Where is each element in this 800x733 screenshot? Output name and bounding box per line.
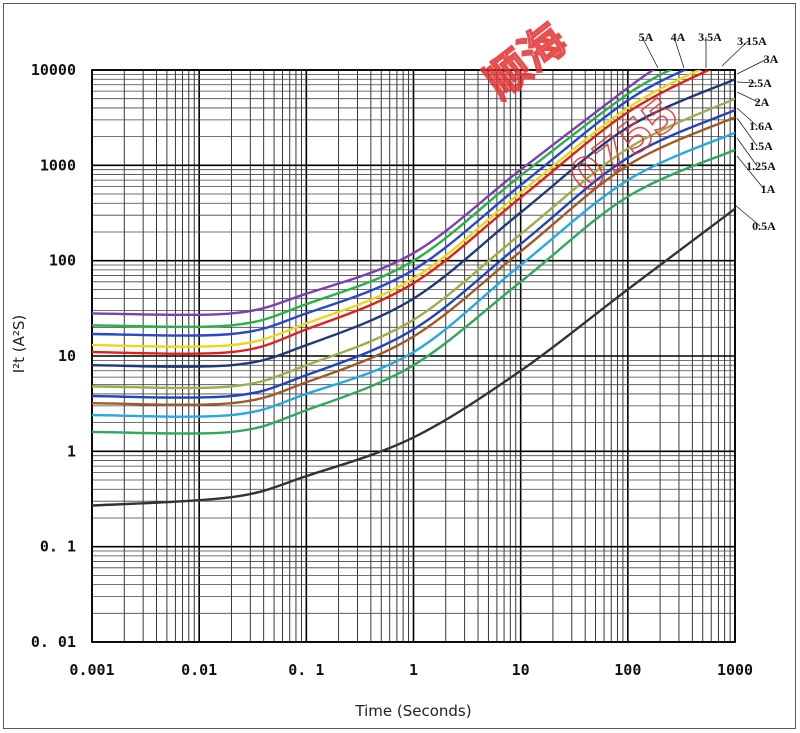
series-leader-line	[641, 36, 659, 69]
y-tick-label: 100	[49, 252, 76, 270]
watermark: 顺海 0755	[475, 14, 690, 205]
series-line-0.5A	[92, 207, 735, 507]
series-line-1.25A	[92, 131, 735, 418]
series-label-3.15A: 3.15A	[737, 34, 767, 48]
series-line-2A	[92, 97, 735, 390]
watermark-text: 顺海	[475, 14, 576, 108]
series-label-0.5A: 0.5A	[752, 219, 776, 233]
series-leader-line	[736, 81, 757, 84]
series-label-1.25A: 1.25A	[746, 159, 776, 173]
series-lines	[92, 70, 735, 507]
series-labels: 5A 4A 3.5A 3.15A 3A 2.5A 2A 1.6A 1.5A 1.25A 1A 0.5A	[639, 30, 779, 233]
series-label-4A: 4A	[671, 30, 686, 44]
series-line-3.5A	[92, 70, 688, 337]
y-tick-label: 1000	[40, 156, 76, 174]
series-leader-line	[736, 91, 759, 103]
y-tick-label: 1	[67, 442, 76, 460]
series-label-2A: 2A	[755, 95, 770, 109]
y-axis-title: I²t (A²S)	[10, 315, 28, 374]
x-tick-label: 1	[409, 661, 418, 679]
series-label-3A: 3A	[764, 52, 779, 66]
series-line-1.6A	[92, 109, 735, 399]
plot-border	[91, 69, 736, 643]
tick-labels: 0.001 0.01 0. 1 1 10 100 1000 10000 1000 100 10 1 0.…	[31, 61, 753, 679]
x-tick-label: 10	[512, 661, 530, 679]
series-line-2.5A	[92, 78, 735, 368]
series-leader-line	[673, 36, 685, 69]
series-line-5A	[92, 70, 656, 317]
series-line-3A	[92, 70, 712, 355]
series-label-3.5A: 3.5A	[698, 30, 722, 44]
series-leader-line	[736, 137, 758, 167]
x-tick-label: 0.001	[69, 661, 114, 679]
y-tick-label: 0. 01	[31, 633, 76, 651]
series-label-1A: 1A	[761, 182, 776, 196]
x-axis-title: Time (Seconds)	[354, 702, 471, 720]
series-leader-line	[736, 107, 758, 127]
series-label-1.6A: 1.6A	[749, 119, 773, 133]
y-tick-label: 0. 1	[40, 538, 76, 556]
series-label-1.5A: 1.5A	[749, 139, 773, 153]
x-tick-label: 1000	[717, 661, 753, 679]
series-leader-line	[736, 117, 758, 147]
series-line-4A	[92, 70, 674, 329]
y-tick-label: 10000	[31, 61, 76, 79]
grid	[91, 69, 736, 643]
x-tick-label: 0.01	[181, 661, 217, 679]
series-line-1.5A	[92, 116, 735, 406]
series-leader-line	[736, 155, 765, 190]
series-line-3.15A	[92, 70, 703, 348]
series-label-2.5A: 2.5A	[748, 76, 772, 90]
series-label-5A: 5A	[639, 30, 654, 44]
series-leader-line	[734, 204, 761, 227]
x-tick-label: 0. 1	[288, 661, 324, 679]
series-leader-line	[721, 40, 749, 67]
series-leader-line	[736, 58, 768, 75]
y-tick-label: 10	[58, 347, 76, 365]
series-line-1A	[92, 148, 735, 435]
x-tick-label: 100	[614, 661, 641, 679]
